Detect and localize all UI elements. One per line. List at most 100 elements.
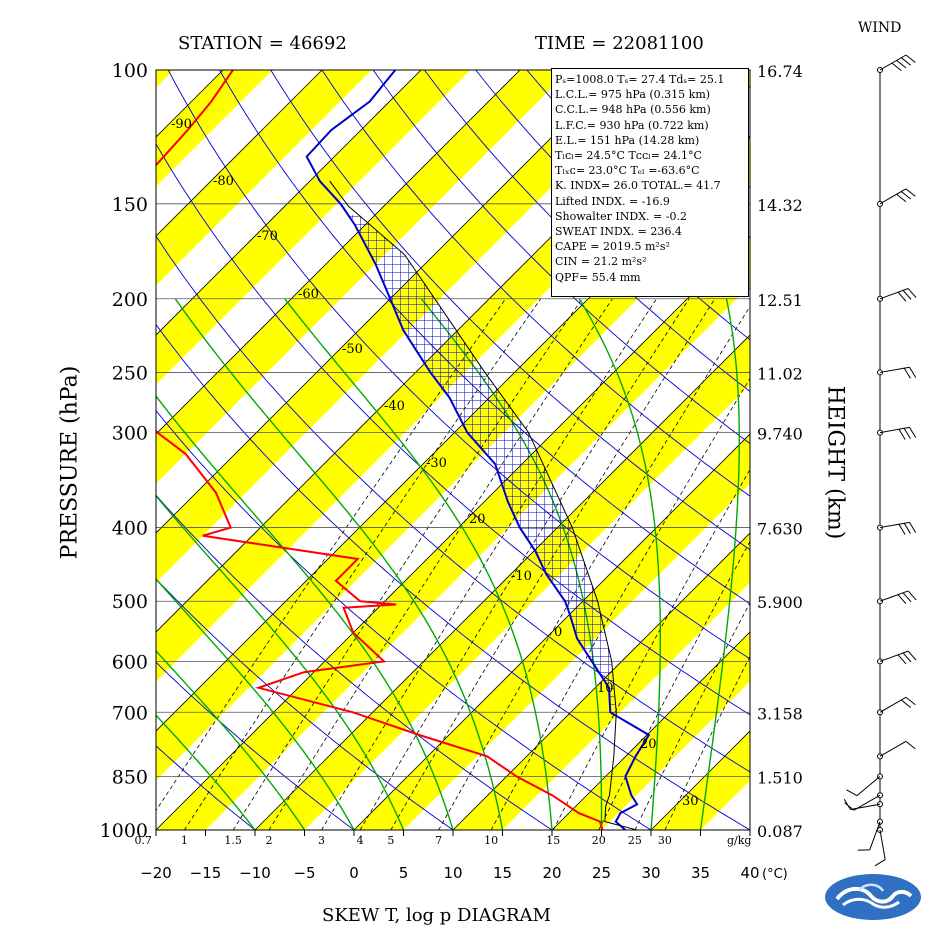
time-label: TIME = 22081100 (535, 33, 704, 54)
height-tick-label: 12.51 (757, 291, 803, 310)
wind-barb-feather (902, 652, 912, 663)
isotherm-line (353, 433, 750, 830)
trace-temperature (305, 70, 651, 830)
mixing-ratio-label: 25 (628, 834, 642, 847)
wind-title: WIND (858, 20, 902, 36)
wind-barb-feather (903, 523, 911, 534)
wind-barb-shaft (853, 794, 881, 811)
chart-title: SKEW T, log p DIAGRAM (322, 905, 551, 926)
x-tick-label: 10 (443, 864, 462, 882)
height-tick-label: 16.74 (757, 62, 803, 81)
mixing-ratio-label: 1.5 (224, 834, 242, 847)
isotherm-band (0, 35, 109, 861)
dry-adiabat (156, 829, 157, 830)
pressure-axis-label: PRESSURE (hPa) (57, 365, 83, 560)
height-tick-label: 11.02 (757, 364, 803, 383)
wind-barb-feather (891, 62, 902, 72)
dry-adiabat (156, 235, 750, 773)
mixing-ratio-line (156, 298, 506, 812)
pressure-tick-label: 150 (112, 194, 148, 216)
wind-barb-shaft (869, 821, 881, 851)
wind-barb-feather (905, 54, 916, 63)
trace-dew-point (156, 70, 604, 830)
height-tick-label: 0.087 (757, 822, 803, 841)
mixing-ratio-line (552, 468, 750, 830)
isotherm-band (917, 35, 950, 861)
isotherm-label: 10 (597, 681, 614, 696)
cape-value: CAPE = 2019.5 m²s² (555, 240, 670, 254)
mixing-ratio-label: 20 (592, 834, 606, 847)
isotherm-label: 20 (469, 512, 486, 527)
wind-barb-feather (900, 57, 911, 66)
x-tick-label: −10 (239, 864, 271, 882)
wind-barb-feather (905, 188, 916, 197)
sounding-traces (156, 70, 651, 830)
x-tick-label: 20 (542, 864, 561, 882)
isotherm-band (0, 35, 10, 861)
pressure-tick-label: 850 (112, 766, 148, 788)
mixing-ratio-label: 5 (387, 834, 394, 847)
isotherm-line (0, 35, 60, 861)
mixing-ratio-unit: g/kg (727, 834, 751, 847)
height-tick-label: 9.740 (757, 425, 803, 444)
wind-barb-column (843, 54, 917, 867)
pressure-tick-label: 1000 (100, 820, 148, 842)
dry-adiabat (372, 70, 750, 445)
pressure-tick-label: 250 (112, 362, 148, 384)
mixing-ratio-line (634, 601, 750, 830)
dry-adiabat (156, 143, 750, 716)
pressure-tick-label: 400 (112, 518, 148, 540)
pressure-tick-label: 500 (112, 591, 148, 613)
cin-value: CIN = 21.2 m²s² (555, 255, 647, 269)
x-tick-label: 0 (349, 864, 359, 882)
pressure-axis-ticks: 100 16.74 150 14.32 200 12.51 250 11.02 300 9.740… (100, 60, 803, 842)
dry-adiabat (766, 53, 950, 846)
height-axis-label: HEIGHT (km) (822, 385, 848, 540)
mixing-ratio-label: 3 (318, 834, 325, 847)
lfc-value: L.F.C.= 930 hPa (0.722 km) (555, 118, 709, 132)
dry-adiabat (156, 661, 355, 830)
wind-barb-feather (896, 60, 907, 69)
dry-adiabat (156, 323, 750, 830)
isotherm-line (156, 235, 750, 830)
x-axis-ticks: −20 −15 −10 −5 0 5 10 15 20 25 30 35 40 (°C) (140, 830, 788, 882)
isotherm-label: -10 (511, 569, 532, 584)
dry-adiabat (156, 494, 553, 830)
mixing-ratio-label: 30 (658, 834, 672, 847)
cape-hatch-area (347, 214, 617, 806)
wind-barb-feather (898, 429, 906, 440)
mixing-ratio-label: 0.7 (134, 834, 152, 847)
wind-barb-feather (896, 193, 907, 203)
wind-barb-feather (905, 696, 916, 706)
pressure-tick-label: 200 (112, 289, 148, 311)
wind-barb-shaft (879, 188, 907, 205)
dry-adiabat (156, 409, 652, 830)
wind-barb-shaft (879, 829, 886, 860)
wind-barb-shaft (879, 54, 907, 71)
wind-barb-feather (846, 789, 858, 797)
wind-barb-shaft (879, 288, 909, 300)
height-tick-label: 3.158 (757, 704, 803, 723)
wind-barb-feather (897, 291, 907, 302)
wind-barb-shaft (879, 590, 909, 602)
pressure-tick-label: 300 (112, 423, 148, 445)
ccl-value: C.C.L.= 948 hPa (0.556 km) (555, 103, 711, 117)
k-index-value: K. INDX= 26.0 TOTAL.= 41.7 (555, 179, 721, 193)
pressure-tick-label: 100 (112, 60, 148, 82)
wind-barb-feather (874, 859, 886, 867)
isotherm-line (917, 35, 950, 861)
cape-hatch (347, 214, 617, 806)
x-tick-label: −15 (190, 864, 222, 882)
height-tick-label: 5.900 (757, 593, 803, 612)
wind-barb-feather (897, 594, 907, 605)
x-tick-label: 5 (399, 864, 409, 882)
wind-barb-shaft (879, 740, 907, 757)
height-tick-label: 14.32 (757, 196, 803, 215)
agency-logo-icon (825, 874, 921, 920)
wind-barb-feather (907, 650, 917, 661)
wind-barb-feather (902, 290, 912, 300)
mixing-ratio-label: 10 (484, 834, 498, 847)
x-tick-label: 35 (691, 864, 710, 882)
isotherm-band (156, 70, 174, 88)
